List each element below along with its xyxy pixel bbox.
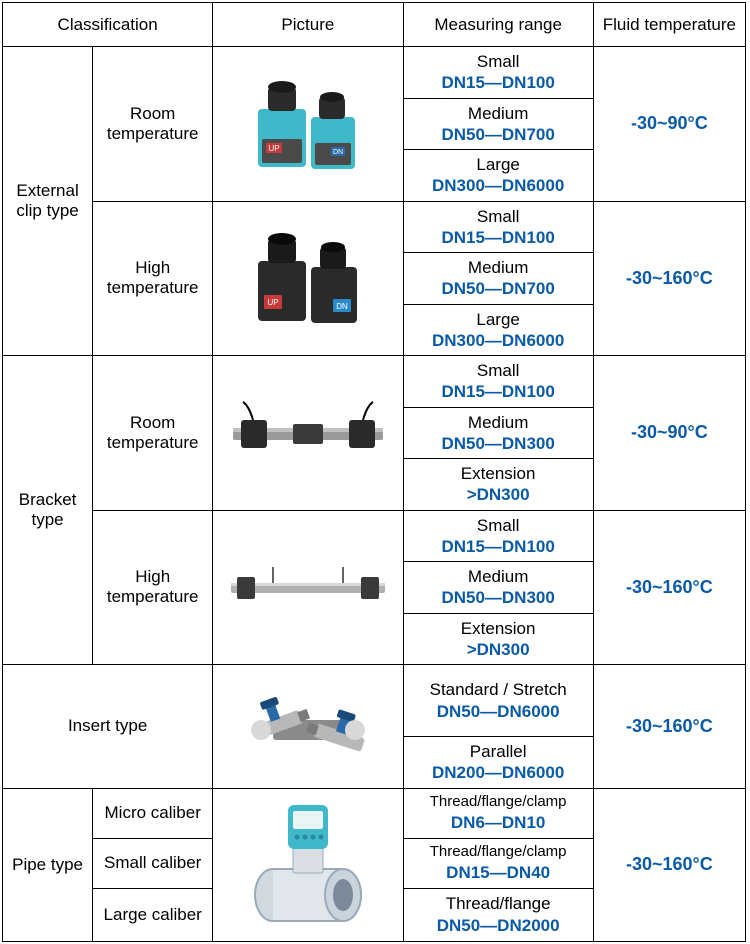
- temp-value: -30~90°C: [593, 47, 745, 202]
- clip-high-sensor-icon: UP DN: [243, 223, 373, 333]
- range-cell: Parallel DN200—DN6000: [403, 737, 593, 789]
- table-row: Insert type: [3, 665, 746, 737]
- range-cell: Small DN15—DN100: [403, 201, 593, 253]
- range-label: Medium: [406, 103, 591, 124]
- range-value: DN200—DN6000: [406, 762, 591, 783]
- range-cell: Medium DN50—DN300: [403, 562, 593, 614]
- svg-text:UP: UP: [267, 298, 278, 307]
- range-value: DN50—DN700: [406, 278, 591, 299]
- range-value: DN15—DN100: [406, 381, 591, 402]
- range-label: Small: [406, 515, 591, 536]
- range-cell: Small DN15—DN100: [403, 47, 593, 99]
- range-cell: Extension >DN300: [403, 613, 593, 665]
- sub-name: Room temperature: [93, 47, 213, 202]
- group-name: Bracket type: [3, 356, 93, 665]
- range-value: DN50—DN2000: [406, 915, 591, 936]
- range-label: Thread/flange: [406, 893, 591, 914]
- group-name: External clip type: [3, 47, 93, 356]
- sub-name: Small caliber: [93, 838, 213, 888]
- range-value: DN15—DN100: [406, 227, 591, 248]
- range-label: Medium: [406, 257, 591, 278]
- table-row: Pipe type Micro caliber Th: [3, 788, 746, 838]
- sub-name: High temperature: [93, 510, 213, 665]
- picture-cell: UP DN: [213, 47, 403, 202]
- range-label: Parallel: [406, 741, 591, 762]
- range-label: Medium: [406, 412, 591, 433]
- range-value: DN50—DN300: [406, 587, 591, 608]
- range-value: DN15—DN40: [406, 862, 591, 883]
- range-label: Large: [406, 154, 591, 175]
- range-cell: Thread/flange/clamp DN15—DN40: [403, 838, 593, 888]
- bracket-high-sensor-icon: [223, 557, 393, 617]
- range-cell: Medium DN50—DN300: [403, 407, 593, 459]
- range-label: Extension: [406, 463, 591, 484]
- header-fluid-temperature: Fluid temperature: [593, 3, 745, 47]
- insert-sensor-icon: [223, 676, 393, 776]
- table-row: External clip type Room temperature UP: [3, 47, 746, 99]
- range-cell: Small DN15—DN100: [403, 356, 593, 408]
- header-measuring-range: Measuring range: [403, 3, 593, 47]
- range-value: DN15—DN100: [406, 72, 591, 93]
- temp-value: -30~90°C: [593, 356, 745, 511]
- range-cell: Small DN15—DN100: [403, 510, 593, 562]
- pipe-sensor-icon: [233, 795, 383, 935]
- bracket-room-sensor-icon: [223, 398, 393, 468]
- range-value: >DN300: [406, 484, 591, 505]
- range-value: DN300—DN6000: [406, 175, 591, 196]
- range-label: Medium: [406, 566, 591, 587]
- picture-cell: [213, 356, 403, 511]
- range-label: Small: [406, 51, 591, 72]
- svg-text:DN: DN: [336, 302, 348, 311]
- range-cell: Thread/flange/clamp DN6—DN10: [403, 788, 593, 838]
- range-value: DN50—DN300: [406, 433, 591, 454]
- range-value: DN300—DN6000: [406, 330, 591, 351]
- range-value: >DN300: [406, 639, 591, 660]
- group-name: Insert type: [3, 665, 213, 789]
- range-cell: Medium DN50—DN700: [403, 98, 593, 150]
- range-label: Standard / Stretch: [406, 679, 591, 700]
- range-cell: Standard / Stretch DN50—DN6000: [403, 665, 593, 737]
- range-label: Large: [406, 309, 591, 330]
- range-cell: Large DN300—DN6000: [403, 150, 593, 202]
- table-row: High temperature Small DN15—DN100 -30~16…: [3, 510, 746, 562]
- range-cell: Large DN300—DN6000: [403, 304, 593, 356]
- range-value: DN15—DN100: [406, 536, 591, 557]
- range-value: DN50—DN700: [406, 124, 591, 145]
- range-cell: Thread/flange DN50—DN2000: [403, 888, 593, 941]
- picture-cell: [213, 665, 403, 789]
- header-picture: Picture: [213, 3, 403, 47]
- group-name: Pipe type: [3, 788, 93, 941]
- svg-text:UP: UP: [268, 144, 279, 153]
- svg-text:DN: DN: [333, 149, 343, 156]
- range-label: Small: [406, 206, 591, 227]
- table-header-row: Classification Picture Measuring range F…: [3, 3, 746, 47]
- picture-cell: [213, 788, 403, 941]
- sub-name: High temperature: [93, 201, 213, 356]
- picture-cell: [213, 510, 403, 665]
- range-label: Small: [406, 360, 591, 381]
- range-value: DN6—DN10: [406, 812, 591, 833]
- sub-name: Micro caliber: [93, 788, 213, 838]
- range-label: Extension: [406, 618, 591, 639]
- temp-value: -30~160°C: [593, 510, 745, 665]
- range-value: DN50—DN6000: [406, 701, 591, 722]
- picture-cell: UP DN: [213, 201, 403, 356]
- range-cell: Extension >DN300: [403, 459, 593, 511]
- clip-room-sensor-icon: UP DN: [243, 69, 373, 179]
- sub-name: Large caliber: [93, 888, 213, 941]
- table-row: Bracket type Room temperature Small DN15…: [3, 356, 746, 408]
- temp-value: -30~160°C: [593, 201, 745, 356]
- range-cell: Medium DN50—DN700: [403, 253, 593, 305]
- header-classification: Classification: [3, 3, 213, 47]
- sub-name: Room temperature: [93, 356, 213, 511]
- sensor-classification-table: Classification Picture Measuring range F…: [2, 2, 746, 942]
- temp-value: -30~160°C: [593, 788, 745, 941]
- range-label: Thread/flange/clamp: [406, 793, 591, 812]
- temp-value: -30~160°C: [593, 665, 745, 789]
- range-label: Thread/flange/clamp: [406, 843, 591, 862]
- table-row: High temperature UP DN: [3, 201, 746, 253]
